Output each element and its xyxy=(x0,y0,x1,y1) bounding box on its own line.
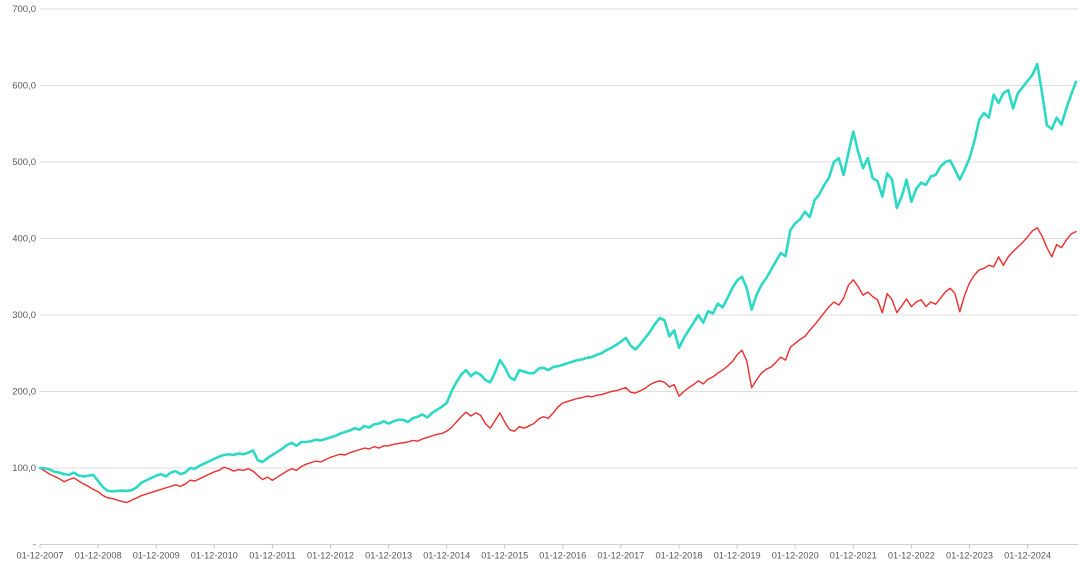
x-axis-label: 01-12-2007 xyxy=(17,551,64,561)
x-axis-label: 01-12-2019 xyxy=(714,551,761,561)
x-axis-label: 01-12-2014 xyxy=(423,551,470,561)
y-axis-label: 700,0 xyxy=(12,4,36,15)
y-axis-label: 200,0 xyxy=(12,387,36,398)
series-lines xyxy=(38,62,1078,504)
x-axis-label: 01-12-2010 xyxy=(191,551,238,561)
x-axis-labels: 01-12-2007 01-12-2008 01-12-2009 01-12-2010… xyxy=(17,544,1051,561)
x-axis-label: 01-12-2024 xyxy=(1004,551,1051,561)
y-axis-label: - xyxy=(33,540,36,551)
x-axis-label: 01-12-2017 xyxy=(597,551,644,561)
y-axis-label: 600,0 xyxy=(12,81,36,92)
x-axis-label: 01-12-2016 xyxy=(539,551,586,561)
x-axis-label: 01-12-2011 xyxy=(249,551,295,561)
y-axis-label: 300,0 xyxy=(12,310,36,321)
x-axis-label: 01-12-2013 xyxy=(365,551,412,561)
x-axis-label: 01-12-2008 xyxy=(75,551,122,561)
gridlines xyxy=(40,8,1078,469)
x-axis-label: 01-12-2020 xyxy=(772,551,819,561)
y-axis-label: 500,0 xyxy=(12,157,36,168)
x-axis-label: 01-12-2023 xyxy=(946,551,993,561)
y-axis-label: 400,0 xyxy=(12,234,36,245)
red-index-series-line xyxy=(39,227,1077,504)
x-axis-label: 01-12-2022 xyxy=(888,551,935,561)
x-axis-label: 01-12-2018 xyxy=(656,551,703,561)
y-axis-label: 100,0 xyxy=(12,463,36,474)
x-axis-label: 01-12-2009 xyxy=(133,551,180,561)
x-axis-label: 01-12-2021 xyxy=(830,551,877,561)
turquoise-index-series-line xyxy=(38,62,1078,493)
x-axis-label: 01-12-2015 xyxy=(481,551,528,561)
y-axis-labels: - 100,0 200,0 300,0 400,0 500,0 600,0 700,0 xyxy=(12,4,36,551)
x-axis-label: 01-12-2012 xyxy=(307,551,354,561)
